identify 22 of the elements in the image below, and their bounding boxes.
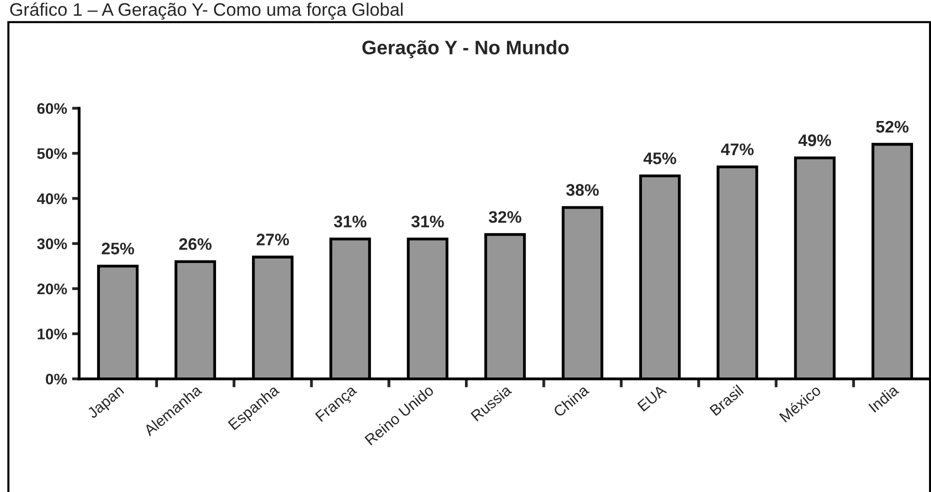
x-tick-label: India: [868, 384, 900, 413]
data-label: 32%: [488, 211, 522, 223]
data-label: 25%: [102, 242, 134, 254]
chart-title: Geração Y - No Mundo: [362, 40, 569, 58]
y-tick-label: 40%: [36, 193, 67, 204]
data-label: 38%: [566, 184, 599, 196]
data-label: 27%: [256, 234, 289, 246]
data-label: 45%: [644, 152, 676, 164]
data-label: 52%: [876, 120, 909, 133]
data-label: 31%: [411, 216, 444, 228]
data-label: 49%: [798, 134, 832, 146]
y-tick-label: 0%: [46, 374, 67, 385]
y-tick-label: 20%: [37, 284, 67, 294]
data-label: 31%: [334, 216, 366, 228]
y-tick-label: 50%: [37, 148, 67, 160]
y-tick-label: 10%: [38, 328, 67, 340]
data-label: 26%: [179, 238, 212, 250]
x-tick-label: EUA: [637, 384, 668, 412]
data-label: 47%: [720, 143, 754, 156]
y-tick-label: 30%: [37, 238, 67, 250]
y-tick-label: 60%: [37, 103, 67, 114]
text: Gráfico 1 – A Geração Y- Como uma força Global: [10, 2, 403, 20]
